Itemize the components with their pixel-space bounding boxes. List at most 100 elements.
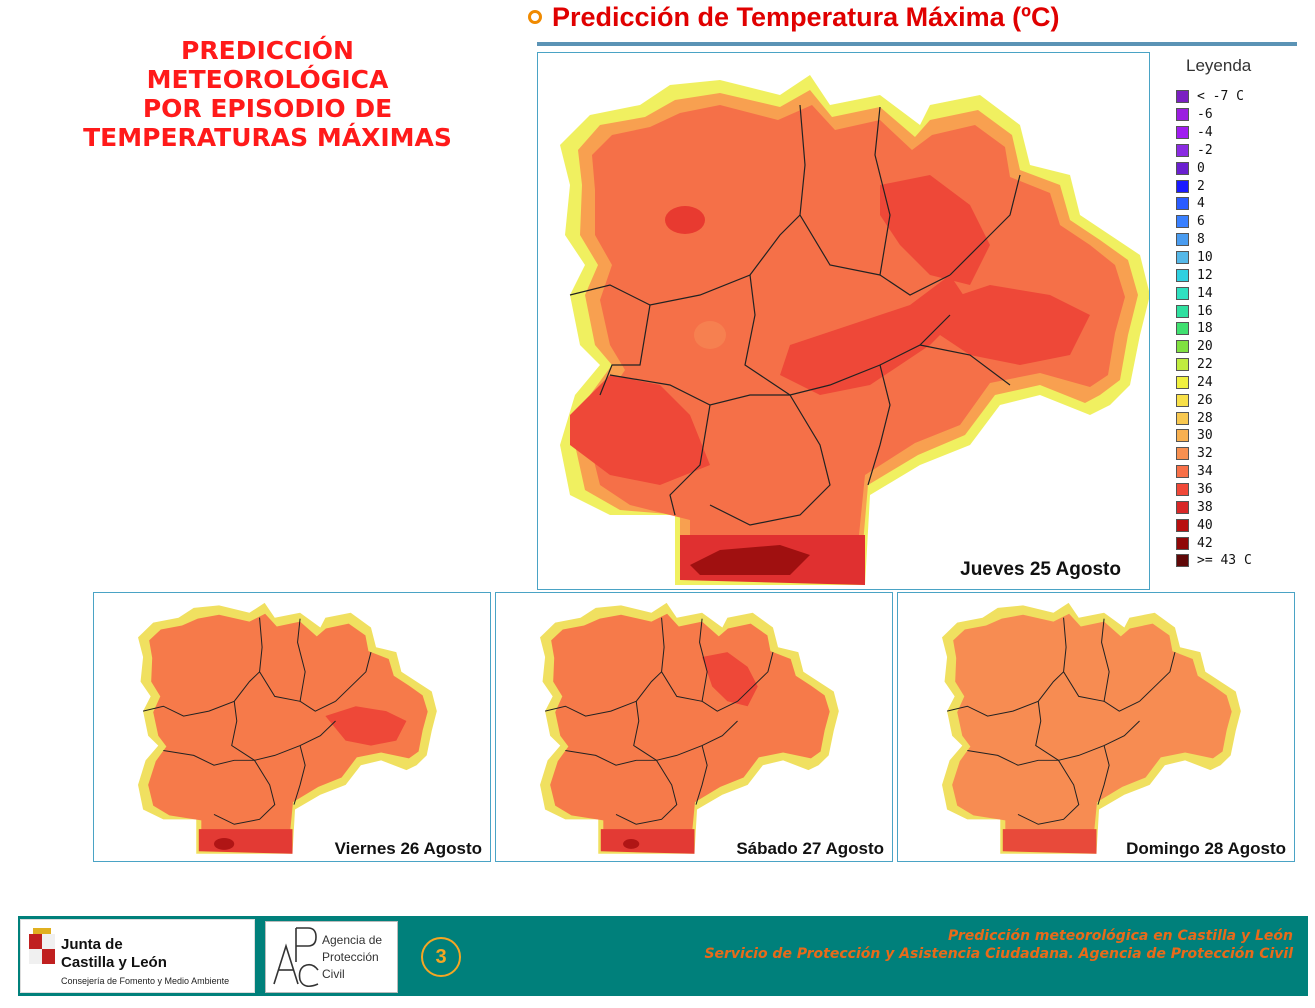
legend-item: 42 — [1168, 534, 1308, 552]
legend-item: 24 — [1168, 374, 1308, 392]
junta-logo: Junta de Castilla y León Consejería de F… — [20, 919, 255, 993]
map-date-label: Domingo 28 Agosto — [1124, 839, 1288, 859]
legend-swatch — [1176, 358, 1189, 372]
legend-label: 22 — [1197, 357, 1213, 373]
map-date-label: Sábado 27 Agosto — [734, 839, 886, 859]
legend-item: -4 — [1168, 124, 1308, 142]
legend-label: 32 — [1197, 446, 1213, 462]
junta-name-line-2: Castilla y León — [61, 954, 167, 971]
apc-name: Agencia de Protección Civil — [322, 932, 382, 983]
legend-label: -4 — [1197, 125, 1213, 141]
legend-swatch — [1176, 429, 1189, 443]
legend-label: 4 — [1197, 196, 1205, 212]
legend-item: 2 — [1168, 177, 1308, 195]
legend-item: 38 — [1168, 498, 1308, 516]
legend-label: 2 — [1197, 178, 1205, 194]
legend-swatch — [1176, 393, 1189, 407]
legend-swatch — [1176, 304, 1189, 318]
legend-items: < -7 C -6 -4 -2 0 2 4 6 8 10 12 14 16 18 20 22 24 26 28 30 3… — [1168, 88, 1308, 570]
legend-swatch — [1176, 500, 1189, 514]
legend-item: 14 — [1168, 284, 1308, 302]
legend-swatch — [1176, 536, 1189, 550]
legend-label: 0 — [1197, 160, 1205, 176]
temperature-map-image — [942, 602, 1241, 854]
side-title-line-3: POR EPISODIO DE — [142, 94, 393, 123]
legend-title: Leyenda — [1186, 56, 1252, 75]
legend-swatch — [1176, 322, 1189, 336]
legend-item: 10 — [1168, 249, 1308, 267]
forecast-panel-day-4: Domingo 28 Agosto — [897, 592, 1295, 862]
legend-item: 22 — [1168, 356, 1308, 374]
apc-name-line-2: Protección — [322, 950, 379, 964]
temperature-map-image — [138, 602, 437, 854]
legend-label: 14 — [1197, 285, 1213, 301]
temperature-map-image — [560, 75, 1149, 585]
title-divider — [537, 42, 1297, 46]
legend-swatch — [1176, 518, 1189, 532]
apc-name-line-3: Civil — [322, 967, 345, 981]
legend-item: -2 — [1168, 142, 1308, 160]
legend-swatch — [1176, 143, 1189, 157]
legend-swatch — [1176, 90, 1189, 104]
legend-item: 26 — [1168, 391, 1308, 409]
apc-logo: Agencia de Protección Civil — [265, 921, 398, 993]
legend-item: 28 — [1168, 409, 1308, 427]
footer-credits: Predicción meteorológica en Castilla y L… — [704, 927, 1293, 963]
forecast-panel-day-2: Viernes 26 Agosto — [93, 592, 491, 862]
side-title: PREDICCIÓN METEOROLÓGICA POR EPISODIO DE… — [30, 36, 505, 152]
forecast-panel-day-3: Sábado 27 Agosto — [495, 592, 893, 862]
legend-item: 36 — [1168, 481, 1308, 499]
legend-label: 8 — [1197, 232, 1205, 248]
legend-label: 6 — [1197, 214, 1205, 230]
legend-item: 40 — [1168, 516, 1308, 534]
legend-label: >= 43 C — [1197, 553, 1252, 569]
side-title-line-2: METEOROLÓGICA — [146, 65, 389, 94]
footer-credits-line-2: Servicio de Protección y Asistencia Ciud… — [704, 946, 1293, 962]
legend-swatch — [1176, 286, 1189, 300]
legend-label: 12 — [1197, 267, 1213, 283]
junta-name: Junta de Castilla y León — [61, 936, 167, 972]
legend-label: 40 — [1197, 517, 1213, 533]
legend-label: 38 — [1197, 499, 1213, 515]
legend-label: 28 — [1197, 410, 1213, 426]
legend-item: 20 — [1168, 338, 1308, 356]
legend-swatch — [1176, 197, 1189, 211]
legend-swatch — [1176, 375, 1189, 389]
legend-swatch — [1176, 215, 1189, 229]
legend-item: < -7 C — [1168, 88, 1308, 106]
legend-item: 0 — [1168, 159, 1308, 177]
map-date-label: Viernes 26 Agosto — [332, 839, 484, 859]
legend-swatch — [1176, 465, 1189, 479]
legend-swatch — [1176, 340, 1189, 354]
junta-name-line-1: Junta de — [61, 936, 123, 953]
legend-swatch — [1176, 268, 1189, 282]
legend-label: -2 — [1197, 142, 1213, 158]
main-forecast-map: Jueves 25 Agosto — [537, 52, 1150, 590]
legend-swatch — [1176, 554, 1189, 568]
legend-swatch — [1176, 482, 1189, 496]
legend-label: 24 — [1197, 374, 1213, 390]
legend-label: 10 — [1197, 250, 1213, 266]
page-number: 3 — [421, 937, 461, 977]
legend-item: 8 — [1168, 231, 1308, 249]
legend-item: -6 — [1168, 106, 1308, 124]
legend-label: 20 — [1197, 339, 1213, 355]
legend-swatch — [1176, 126, 1189, 140]
side-title-line-1: PREDICCIÓN — [181, 36, 354, 65]
legend-swatch — [1176, 411, 1189, 425]
legend-label: 16 — [1197, 303, 1213, 319]
legend-label: 18 — [1197, 321, 1213, 337]
legend-item: 18 — [1168, 320, 1308, 338]
legend-label: 36 — [1197, 481, 1213, 497]
legend-label: 30 — [1197, 428, 1213, 444]
page-title-text: Predicción de Temperatura Máxima (ºC) — [552, 1, 1060, 32]
page-title: Predicción de Temperatura Máxima (ºC) — [528, 0, 1060, 34]
legend-label: 34 — [1197, 464, 1213, 480]
footer-credits-line-1: Predicción meteorológica en Castilla y L… — [948, 928, 1293, 944]
legend-item: 12 — [1168, 266, 1308, 284]
coat-of-arms-icon — [29, 928, 55, 964]
side-title-line-4: TEMPERATURAS MÁXIMAS — [83, 123, 452, 152]
junta-department: Consejería de Fomento y Medio Ambiente — [61, 976, 230, 986]
legend-swatch — [1176, 447, 1189, 461]
legend-label: 26 — [1197, 392, 1213, 408]
